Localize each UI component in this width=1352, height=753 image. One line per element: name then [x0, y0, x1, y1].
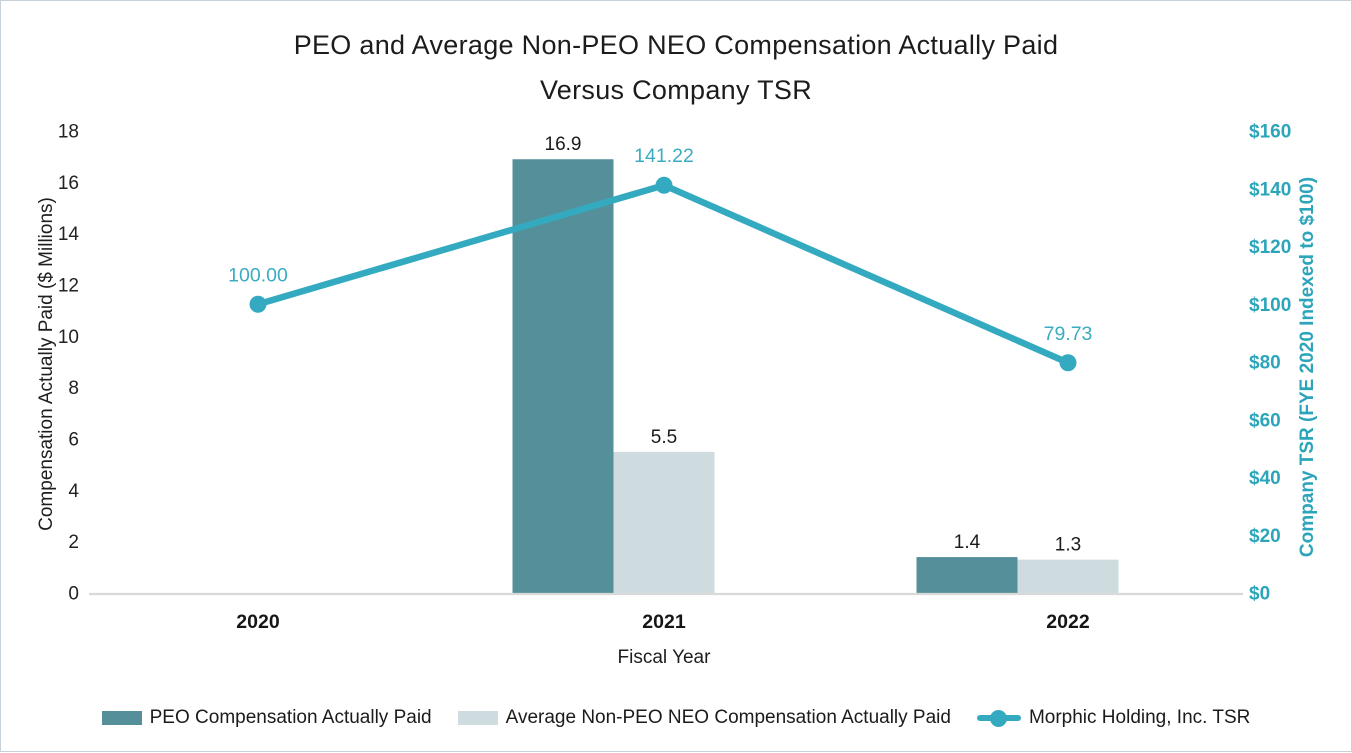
tsr-marker-2022 — [1059, 354, 1077, 372]
legend-line-marker-icon — [976, 709, 1021, 727]
tsr-marker-2021 — [655, 176, 673, 194]
chart-title-line2: Versus Company TSR — [539, 75, 812, 105]
left-axis-tick: 8 — [68, 378, 79, 399]
tsr-marker-2020 — [249, 295, 267, 313]
legend-dot-icon — [989, 709, 1007, 727]
left-axis-tick: 6 — [68, 430, 79, 451]
x-tick-label: 2020 — [236, 611, 280, 633]
x-tick-label: 2022 — [1046, 611, 1090, 633]
bar-peo-2021 — [512, 159, 614, 593]
legend-label-peo: PEO Compensation Actually Paid — [149, 707, 432, 728]
left-axis-tick: 4 — [68, 481, 79, 502]
tsr-data-label: 141.22 — [634, 145, 694, 167]
legend-item-nonpeo: Average Non-PEO NEO Compensation Actuall… — [457, 707, 951, 729]
left-axis-tick: 12 — [58, 276, 79, 297]
legend-item-tsr: Morphic Holding, Inc. TSR — [976, 707, 1251, 729]
right-axis-tick: $80 — [1249, 353, 1281, 374]
bar-data-label: 5.5 — [651, 427, 677, 448]
right-axis-tick: $160 — [1249, 122, 1291, 143]
legend-item-peo: PEO Compensation Actually Paid — [101, 707, 432, 729]
legend: PEO Compensation Actually Paid Average N… — [1, 707, 1351, 729]
tsr-data-label: 100.00 — [228, 264, 288, 286]
legend-label-tsr: Morphic Holding, Inc. TSR — [1028, 707, 1251, 728]
right-axis-tick: $0 — [1249, 584, 1270, 605]
right-axis-tick: $20 — [1249, 526, 1281, 547]
left-axis-tick: 2 — [68, 532, 79, 553]
right-axis-tick: $60 — [1249, 410, 1281, 431]
right-axis-tick: $120 — [1249, 237, 1291, 258]
chart-title-line1: PEO and Average Non-PEO NEO Compensation… — [293, 30, 1059, 60]
left-axis-tick: 14 — [58, 224, 80, 245]
left-axis-tick: 18 — [58, 122, 79, 143]
bar-nonpeo-2022 — [1017, 559, 1119, 593]
x-axis-title: Fiscal Year — [617, 647, 711, 668]
bar-data-label: 1.4 — [954, 532, 981, 553]
left-axis-tick: 16 — [58, 173, 79, 194]
bar-nonpeo-2021 — [613, 451, 715, 593]
x-tick-label: 2021 — [642, 611, 686, 633]
bar-data-label: 1.3 — [1055, 535, 1081, 556]
legend-label-nonpeo: Average Non-PEO NEO Compensation Actuall… — [505, 707, 951, 728]
tsr-line — [254, 181, 1072, 367]
right-axis-tick: $40 — [1249, 468, 1281, 489]
right-axis-tick: $100 — [1249, 295, 1291, 316]
bar-peo-2022 — [916, 557, 1018, 593]
legend-swatch-nonpeo-icon — [457, 711, 498, 725]
right-axis-tick: $140 — [1249, 179, 1291, 200]
left-axis-tick: 0 — [68, 584, 79, 605]
bar-data-label: 16.9 — [545, 134, 582, 155]
legend-swatch-peo-icon — [101, 711, 142, 725]
tsr-data-label: 79.73 — [1044, 323, 1093, 345]
left-axis-tick: 10 — [58, 327, 79, 348]
chart-title: PEO and Average Non-PEO NEO Compensation… — [1, 23, 1351, 113]
